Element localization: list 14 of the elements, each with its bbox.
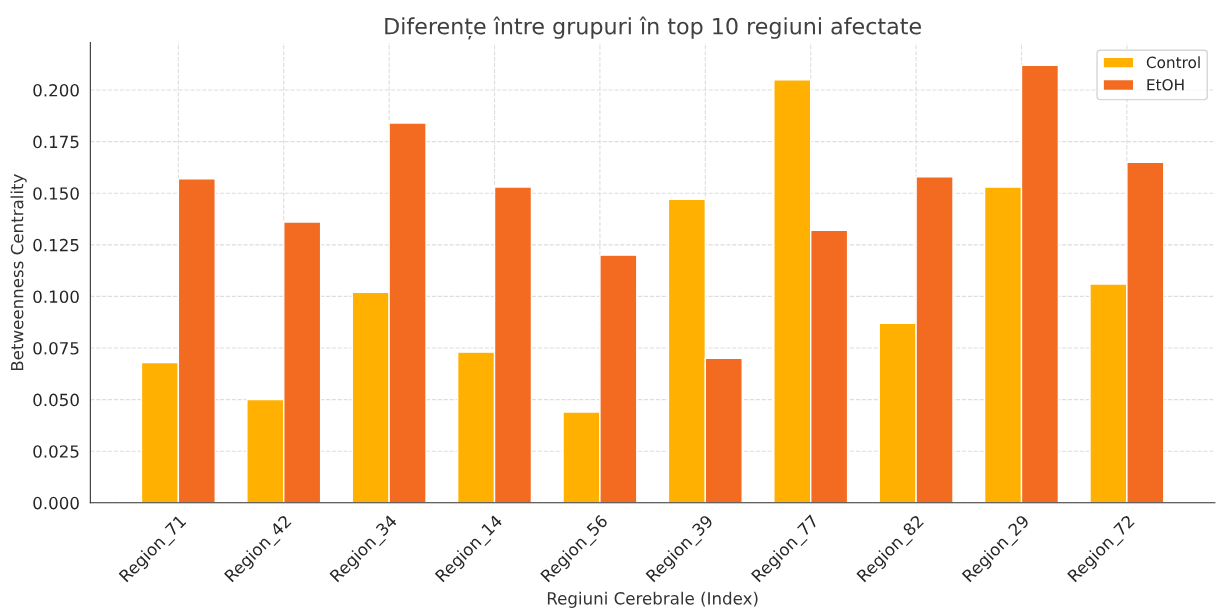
y-tick-label: 0.025 xyxy=(33,445,79,458)
chart-title: Diferențe între grupuri în top 10 regiuni afectate xyxy=(385,16,921,40)
y-tick-label: 0.050 xyxy=(33,393,79,407)
y-tick-label: 0.125 xyxy=(33,238,79,252)
y-tick-label: 0.200 xyxy=(33,83,79,97)
y-tick-label: 0.000 xyxy=(33,496,79,510)
y-axis-title: Betweenness Centrality xyxy=(10,174,27,371)
y-tick-label: 0.100 xyxy=(33,290,79,303)
legend-label: EtOH xyxy=(1147,79,1184,91)
x-axis-title: Regiuni Cerebrale (Index) xyxy=(547,591,758,608)
y-tick-label: 0.175 xyxy=(33,135,79,149)
legend-label: Control xyxy=(1146,56,1200,69)
y-tick-label: 0.075 xyxy=(33,341,79,355)
y-tick-label: 0.150 xyxy=(33,187,79,200)
